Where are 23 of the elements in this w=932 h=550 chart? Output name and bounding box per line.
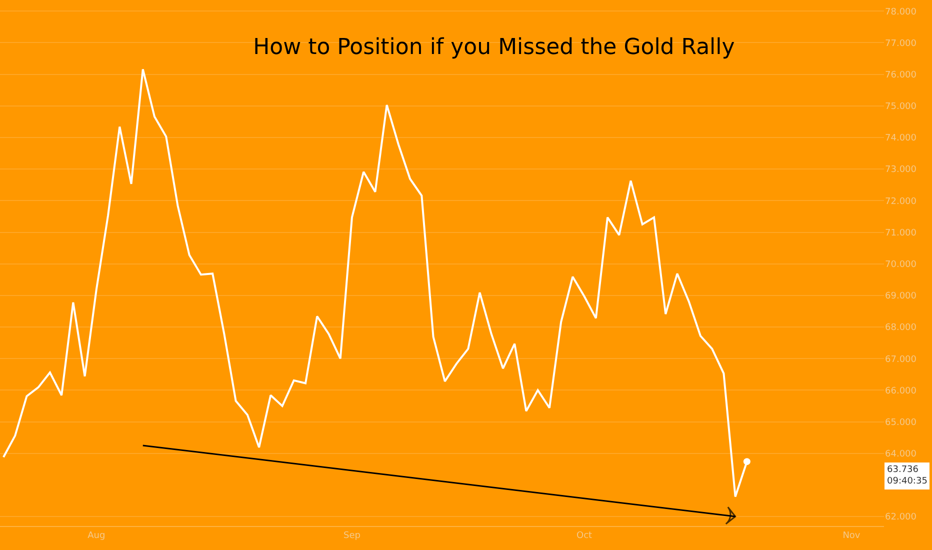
y-tick-label: 68.000 [885,323,917,334]
x-tick-label: Sep [343,530,361,541]
x-tick-label: Oct [576,530,593,541]
y-tick-label: 72.000 [885,196,917,207]
y-tick-label: 66.000 [885,386,917,396]
x-tick-label: Nov [842,530,861,541]
y-tick-label: 78.000 [885,7,917,18]
y-tick-label: 65.000 [885,418,917,428]
y-tick-label: 74.000 [885,134,917,144]
y-tick-label: 69.000 [885,292,917,302]
y-tick-label: 76.000 [885,70,917,80]
text: 09:40:35 [887,476,928,487]
y-tick-label: 75.000 [885,102,917,112]
y-tick-label: 62.000 [885,512,917,523]
y-tick-label: 71.000 [885,228,917,238]
text: 63.736 [887,465,919,475]
x-tick-label: Aug [88,530,106,541]
text: How to Position if you Missed the Gold Rally [253,34,735,60]
y-tick-label: 77.000 [885,38,917,49]
y-tick-label: 67.000 [885,354,917,365]
y-tick-label: 64.000 [885,450,917,460]
y-tick-label: 73.000 [885,165,917,176]
y-tick-label: 70.000 [885,260,917,270]
